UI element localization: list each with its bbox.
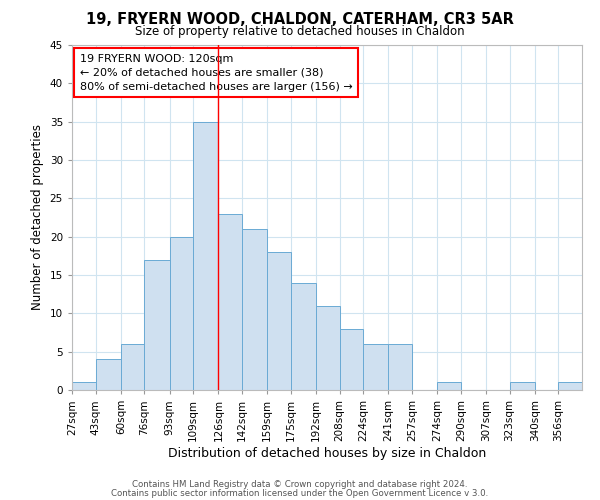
Bar [267, 252, 291, 390]
Bar [170, 236, 193, 390]
X-axis label: Distribution of detached houses by size in Chaldon: Distribution of detached houses by size … [168, 446, 486, 460]
Bar [121, 344, 145, 390]
Bar [291, 282, 316, 390]
Bar [363, 344, 388, 390]
Text: Contains public sector information licensed under the Open Government Licence v : Contains public sector information licen… [112, 488, 488, 498]
Text: 19, FRYERN WOOD, CHALDON, CATERHAM, CR3 5AR: 19, FRYERN WOOD, CHALDON, CATERHAM, CR3 … [86, 12, 514, 28]
Bar [559, 382, 582, 390]
Text: 19 FRYERN WOOD: 120sqm
← 20% of detached houses are smaller (38)
80% of semi-det: 19 FRYERN WOOD: 120sqm ← 20% of detached… [80, 54, 352, 92]
Bar [145, 260, 170, 390]
Bar [316, 306, 340, 390]
Bar [72, 382, 95, 390]
Bar [509, 382, 535, 390]
Bar [437, 382, 461, 390]
Bar [193, 122, 218, 390]
Text: Size of property relative to detached houses in Chaldon: Size of property relative to detached ho… [135, 25, 465, 38]
Bar [340, 328, 363, 390]
Bar [388, 344, 412, 390]
Text: Contains HM Land Registry data © Crown copyright and database right 2024.: Contains HM Land Registry data © Crown c… [132, 480, 468, 489]
Bar [95, 360, 121, 390]
Y-axis label: Number of detached properties: Number of detached properties [31, 124, 44, 310]
Bar [242, 229, 267, 390]
Bar [218, 214, 242, 390]
